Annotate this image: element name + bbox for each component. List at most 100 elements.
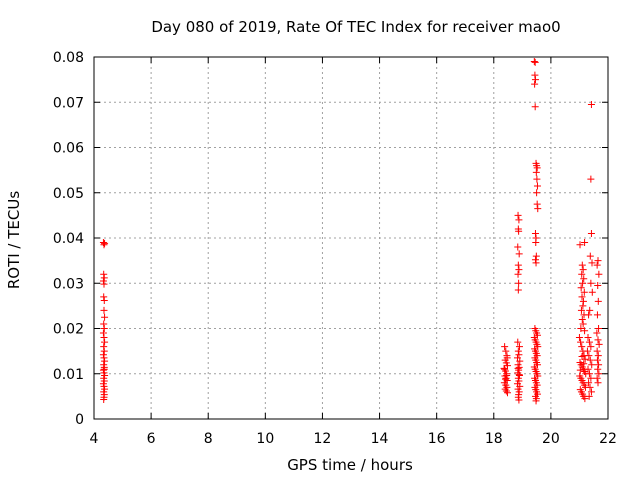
data-point-plus xyxy=(515,279,523,287)
data-point-plus xyxy=(101,357,109,365)
data-point-plus xyxy=(100,354,108,362)
data-point-plus xyxy=(587,374,595,382)
data-point-plus xyxy=(100,396,108,404)
data-point-plus xyxy=(593,347,601,355)
data-point-plus xyxy=(531,256,539,264)
y-tick-label: 0.06 xyxy=(53,141,84,157)
data-point-plus xyxy=(503,389,511,397)
data-point-plus xyxy=(578,315,586,323)
data-point-plus xyxy=(587,101,595,109)
data-point-plus xyxy=(99,277,107,285)
data-point-plus xyxy=(595,270,603,278)
data-point-plus xyxy=(594,352,602,360)
y-tick-label: 0.02 xyxy=(53,322,84,338)
data-point-plus xyxy=(584,334,592,342)
data-point-plus xyxy=(579,302,587,310)
data-point-plus xyxy=(585,370,593,378)
data-point-plus xyxy=(100,293,108,301)
chart-title: Day 080 of 2019, Rate Of TEC Index for r… xyxy=(151,18,560,36)
data-point-plus xyxy=(593,311,601,319)
data-point-plus xyxy=(593,356,601,364)
data-point-plus xyxy=(594,336,602,344)
data-point-plus xyxy=(594,257,602,265)
data-point-plus xyxy=(595,361,603,369)
data-point-plus xyxy=(100,334,108,342)
data-point-plus xyxy=(100,320,108,328)
data-point-plus xyxy=(532,252,540,260)
data-point-plus xyxy=(579,297,587,305)
data-point-plus xyxy=(578,261,586,269)
y-tick-label: 0.07 xyxy=(53,95,84,111)
data-point-plus xyxy=(586,252,594,260)
data-point-plus xyxy=(586,383,594,391)
data-point-plus xyxy=(514,364,522,372)
x-tick-label: 22 xyxy=(599,431,617,447)
data-point-plus xyxy=(593,261,601,269)
data-point-plus xyxy=(533,200,541,208)
data-points xyxy=(99,58,603,405)
data-point-plus xyxy=(587,343,595,351)
data-point-plus xyxy=(588,259,596,267)
data-point-plus xyxy=(585,379,593,387)
data-point-plus xyxy=(515,216,523,224)
data-point-plus xyxy=(502,387,510,395)
data-point-plus xyxy=(585,392,593,400)
data-point-plus xyxy=(501,375,509,383)
data-point-plus xyxy=(531,80,539,88)
data-point-plus xyxy=(585,311,593,319)
data-point-plus xyxy=(514,270,522,278)
data-point-plus xyxy=(533,164,541,172)
data-point-plus xyxy=(533,182,541,190)
x-tick-label: 4 xyxy=(90,431,99,447)
data-point-plus xyxy=(580,360,588,368)
data-point-plus xyxy=(533,175,541,183)
data-point-plus xyxy=(593,329,601,337)
data-point-plus xyxy=(593,374,601,382)
data-point-plus xyxy=(531,103,539,111)
grid-lines xyxy=(94,57,608,419)
data-point-plus xyxy=(515,227,523,235)
y-tick-label: 0.01 xyxy=(53,367,84,383)
data-point-plus xyxy=(533,189,541,197)
data-point-plus xyxy=(100,347,108,355)
data-point-plus xyxy=(514,347,522,355)
data-point-plus xyxy=(577,284,585,292)
data-point-plus xyxy=(585,352,593,360)
data-point-plus xyxy=(579,279,587,287)
data-point-plus xyxy=(532,259,540,267)
data-point-plus xyxy=(578,293,586,301)
data-point-plus xyxy=(575,334,583,342)
data-point-plus xyxy=(579,266,587,274)
data-point-plus xyxy=(503,354,511,362)
data-point-plus xyxy=(576,366,584,374)
data-point-plus xyxy=(100,325,108,332)
data-point-plus xyxy=(530,58,538,66)
data-point-plus xyxy=(584,365,592,373)
data-point-plus xyxy=(100,365,108,373)
data-point-plus xyxy=(586,356,594,364)
data-point-plus xyxy=(581,327,589,335)
data-point-plus xyxy=(594,282,602,290)
y-tick-labels: 0 0.01 0.02 0.03 0.04 0.05 0.06 0.07 0.08 xyxy=(53,50,84,428)
data-point-plus xyxy=(579,320,587,328)
data-point-plus xyxy=(576,241,584,249)
data-point-plus xyxy=(501,385,509,393)
data-point-plus xyxy=(501,365,509,373)
data-point-plus xyxy=(100,274,108,282)
data-point-plus xyxy=(586,306,594,314)
data-point-plus xyxy=(578,353,586,361)
data-point-plus xyxy=(101,338,109,346)
data-point-plus xyxy=(578,343,586,351)
data-point-plus xyxy=(515,266,523,274)
data-point-plus xyxy=(514,243,522,251)
data-point-plus xyxy=(99,351,107,359)
axis-ticks xyxy=(93,56,609,420)
data-point-plus xyxy=(100,343,108,351)
data-point-plus xyxy=(99,329,107,337)
data-point-plus xyxy=(516,357,524,365)
data-point-plus xyxy=(580,275,588,283)
data-point-plus xyxy=(531,76,539,84)
data-point-plus xyxy=(580,288,588,296)
x-tick-label: 20 xyxy=(542,431,560,447)
data-point-plus xyxy=(587,229,595,237)
